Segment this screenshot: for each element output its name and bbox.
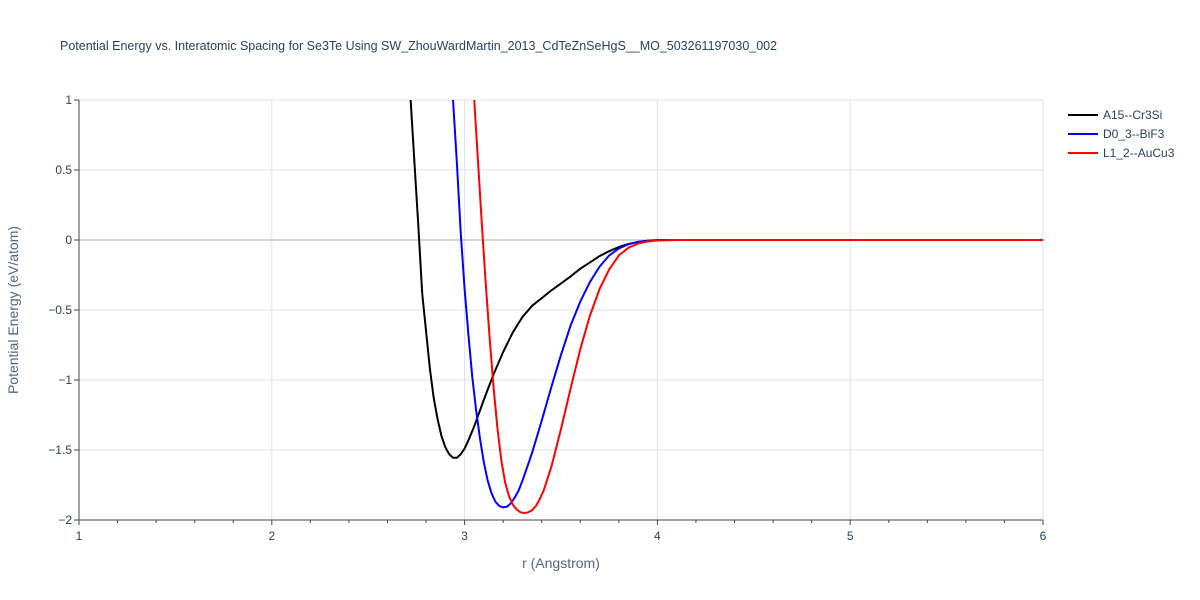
x-tick-label: 2 — [268, 529, 275, 543]
y-tick-label: 0 — [65, 233, 72, 247]
y-tick-label: 0.5 — [55, 163, 72, 177]
x-tick-label: 3 — [461, 529, 468, 543]
y-tick-label: −0.5 — [48, 303, 72, 317]
series-line-0 — [409, 100, 1043, 459]
x-tick-label: 4 — [654, 529, 661, 543]
y-axis-ticks: 1 0.5 0 −0.5 −1 −1.5 −2 — [48, 93, 79, 527]
legend-item-2[interactable]: L1_2--AuCu3 — [1068, 146, 1175, 160]
x-tick-label: 5 — [847, 529, 854, 543]
y-tick-label: −2 — [58, 513, 72, 527]
y-tick-label: −1.5 — [48, 443, 72, 457]
plot-area — [409, 100, 1043, 514]
y-tick-label: 1 — [65, 93, 72, 107]
x-tick-label: 6 — [1040, 529, 1047, 543]
legend-item-0[interactable]: A15--Cr3Si — [1068, 108, 1162, 122]
x-tick-label: 1 — [76, 529, 83, 543]
y-axis-title: Potential Energy (eV/atom) — [5, 226, 21, 394]
legend-label: D0_3--BiF3 — [1103, 127, 1165, 141]
legend-item-1[interactable]: D0_3--BiF3 — [1068, 127, 1165, 141]
legend: A15--Cr3Si D0_3--BiF3 L1_2--AuCu3 — [1068, 108, 1175, 160]
legend-label: A15--Cr3Si — [1103, 108, 1162, 122]
x-axis-title: r (Angstrom) — [522, 555, 600, 571]
x-axis-ticks: 1 2 3 4 5 6 — [76, 520, 1047, 543]
y-tick-label: −1 — [58, 373, 72, 387]
grid-lines — [79, 99, 1044, 520]
series-line-2 — [473, 100, 1043, 514]
chart-title: Potential Energy vs. Interatomic Spacing… — [60, 39, 777, 53]
series-line-1 — [452, 100, 1043, 509]
legend-label: L1_2--AuCu3 — [1103, 146, 1175, 160]
